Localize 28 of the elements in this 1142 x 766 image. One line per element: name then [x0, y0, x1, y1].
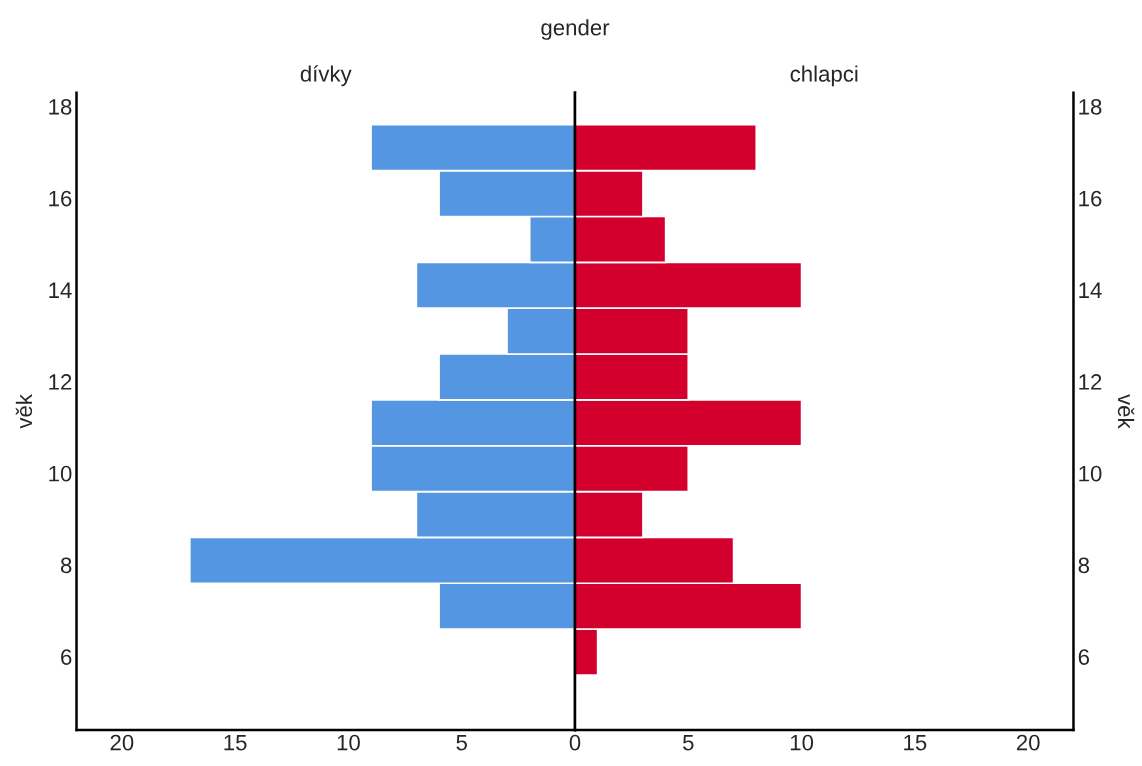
y-axis-title: věk — [1117, 394, 1135, 429]
y-tick-label: 14 — [49, 282, 72, 298]
y-tick-label: 18 — [49, 98, 72, 115]
y-tick-label: 12 — [1079, 374, 1102, 390]
y-tick-label: 18 — [1079, 98, 1102, 115]
chart-subtitle: chlapci — [790, 65, 858, 87]
x-tick-label: 0 — [569, 734, 581, 751]
x-tick-label: 20 — [110, 734, 134, 751]
x-tick-label: 5 — [456, 734, 467, 751]
y-tick-label: 10 — [1079, 465, 1102, 482]
y-tick-label: 6 — [61, 649, 72, 665]
y-axis-title: věk — [15, 394, 33, 429]
y-tick-label: 16 — [49, 190, 72, 207]
x-tick-label: 5 — [683, 734, 694, 751]
x-tick-label: 10 — [790, 734, 814, 751]
y-tick-label: 12 — [49, 374, 72, 390]
x-tick-label: 20 — [1016, 734, 1040, 751]
y-tick-label: 16 — [1079, 190, 1102, 207]
x-tick-label: 10 — [337, 734, 360, 751]
chart-title: gender — [541, 19, 610, 40]
y-tick-label: 10 — [49, 465, 72, 482]
x-tick-label: 15 — [224, 734, 247, 751]
x-tick-label: 15 — [904, 734, 927, 751]
chart-subtitle: dívky — [300, 65, 352, 87]
y-tick-label: 8 — [60, 557, 72, 574]
y-tick-label: 14 — [1079, 282, 1102, 298]
y-tick-label: 6 — [1078, 649, 1090, 665]
y-tick-label: 8 — [1078, 557, 1090, 574]
